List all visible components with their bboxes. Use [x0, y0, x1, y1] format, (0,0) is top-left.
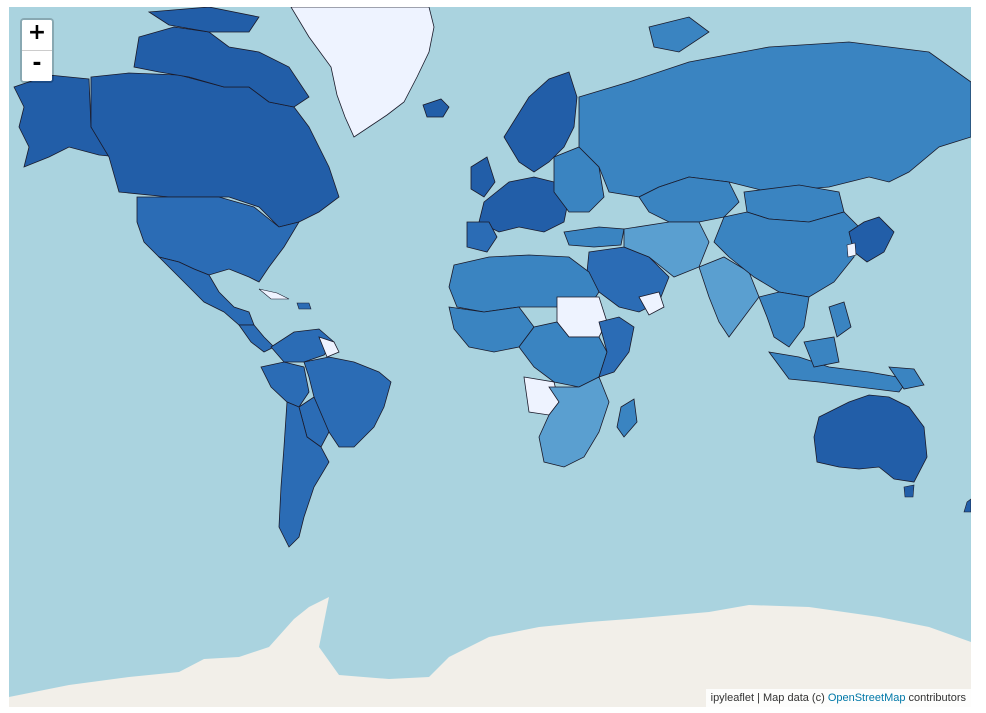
- scandinavia: [503, 71, 578, 173]
- map[interactable]: + - ipyleaflet | Map data (c) OpenStreet…: [9, 7, 971, 707]
- arctic-islands: [133, 26, 310, 108]
- hispaniola: [296, 302, 312, 310]
- new-zealand: [963, 498, 971, 513]
- kazakhstan: [638, 176, 740, 223]
- philippines: [828, 301, 852, 338]
- uk-ireland: [470, 156, 496, 198]
- central-america: [238, 324, 275, 353]
- oman-yemen: [638, 291, 665, 316]
- southern-africa: [538, 376, 610, 468]
- borneo: [803, 336, 840, 368]
- openstreetmap-link[interactable]: OpenStreetMap: [827, 692, 906, 704]
- peru-ecuador: [260, 361, 310, 408]
- zoom-out-button[interactable]: -: [22, 51, 52, 81]
- attribution-suffix: contributors: [905, 692, 966, 704]
- madagascar: [616, 398, 638, 438]
- attribution: ipyleaflet | Map data (c) OpenStreetMap …: [705, 689, 971, 707]
- papua-new-guinea: [888, 366, 925, 390]
- iceland: [422, 98, 450, 118]
- guyana-suriname: [318, 336, 340, 358]
- taiwan: [846, 242, 857, 258]
- india: [698, 256, 760, 338]
- arctic-islands-north: [147, 7, 260, 33]
- tasmania: [903, 484, 915, 498]
- turkey: [563, 226, 625, 248]
- iberia: [466, 221, 498, 253]
- zoom-control: + -: [20, 18, 54, 83]
- russia-north-islands: [648, 16, 710, 53]
- choropleth-layer[interactable]: [9, 7, 971, 707]
- indonesia: [768, 351, 910, 393]
- alaska: [13, 74, 121, 168]
- greenland: [290, 7, 435, 138]
- east-africa: [598, 316, 635, 378]
- argentina-chile: [278, 401, 330, 548]
- attribution-prefix: ipyleaflet | Map data (c): [710, 692, 828, 704]
- cuba: [258, 288, 290, 300]
- zoom-in-button[interactable]: +: [22, 20, 52, 51]
- southeast-asia: [758, 291, 810, 348]
- australia: [813, 394, 928, 483]
- china: [713, 211, 860, 298]
- russia: [578, 41, 971, 198]
- united-states: [136, 196, 300, 283]
- antarctica: [9, 597, 971, 707]
- mexico: [157, 256, 255, 326]
